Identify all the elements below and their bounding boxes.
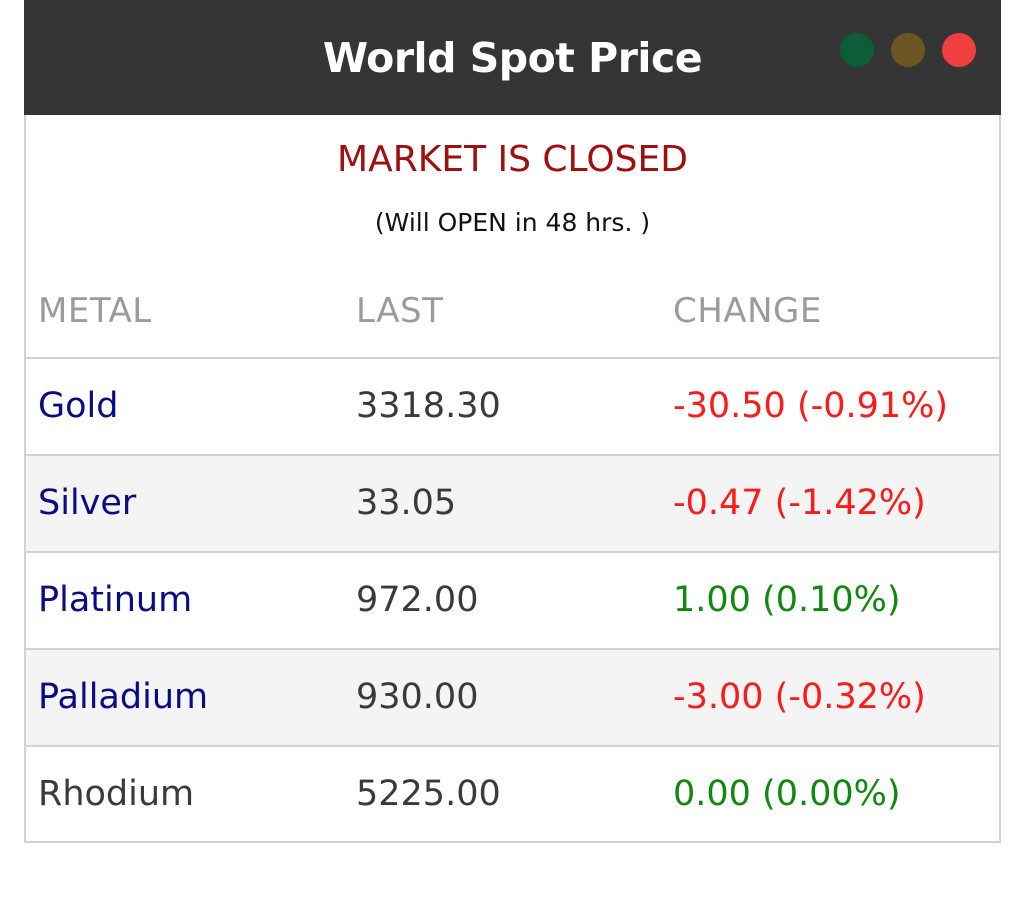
last-price: 930.00 bbox=[356, 677, 479, 717]
market-status: MARKET IS CLOSED bbox=[337, 139, 688, 180]
last-price: 3318.30 bbox=[356, 386, 501, 426]
table-row: Rhodium 5225.00 0.00 (0.00%) bbox=[26, 745, 999, 842]
last-price: 5225.00 bbox=[356, 774, 501, 814]
table-row: Gold 3318.30 -30.50 (-0.91%) bbox=[26, 357, 999, 454]
price-change: 0.00 (0.00%) bbox=[673, 774, 901, 814]
price-change: -3.00 (-0.32%) bbox=[673, 677, 926, 717]
metal-name: Rhodium bbox=[38, 774, 195, 814]
spot-price-widget: World Spot Price MARKET IS CLOSED (Will … bbox=[24, 0, 1001, 843]
price-change: 1.00 (0.10%) bbox=[673, 580, 901, 620]
market-open-countdown: (Will OPEN in 48 hrs. ) bbox=[374, 208, 651, 237]
red-dot-icon bbox=[942, 33, 976, 67]
metal-name-link[interactable]: Gold bbox=[38, 386, 119, 426]
table-row: Platinum 972.00 1.00 (0.10%) bbox=[26, 551, 999, 648]
olive-dot-icon bbox=[891, 33, 925, 67]
table-row: Palladium 930.00 -3.00 (-0.32%) bbox=[26, 648, 999, 745]
column-header-change: CHANGE bbox=[673, 291, 822, 331]
price-change: -0.47 (-1.42%) bbox=[673, 483, 926, 523]
metal-name-link[interactable]: Palladium bbox=[38, 677, 209, 717]
metal-name-link[interactable]: Platinum bbox=[38, 580, 193, 620]
last-price: 972.00 bbox=[356, 580, 479, 620]
title-bar: World Spot Price bbox=[24, 0, 1001, 115]
last-price: 33.05 bbox=[356, 483, 457, 523]
column-header-metal: METAL bbox=[38, 291, 152, 331]
green-dot-icon bbox=[840, 33, 874, 67]
table-row: Silver 33.05 -0.47 (-1.42%) bbox=[26, 454, 999, 551]
price-change: -30.50 (-0.91%) bbox=[673, 386, 949, 426]
widget-title: World Spot Price bbox=[322, 34, 703, 82]
column-header-last: LAST bbox=[356, 291, 444, 331]
metal-name-link[interactable]: Silver bbox=[38, 483, 137, 523]
